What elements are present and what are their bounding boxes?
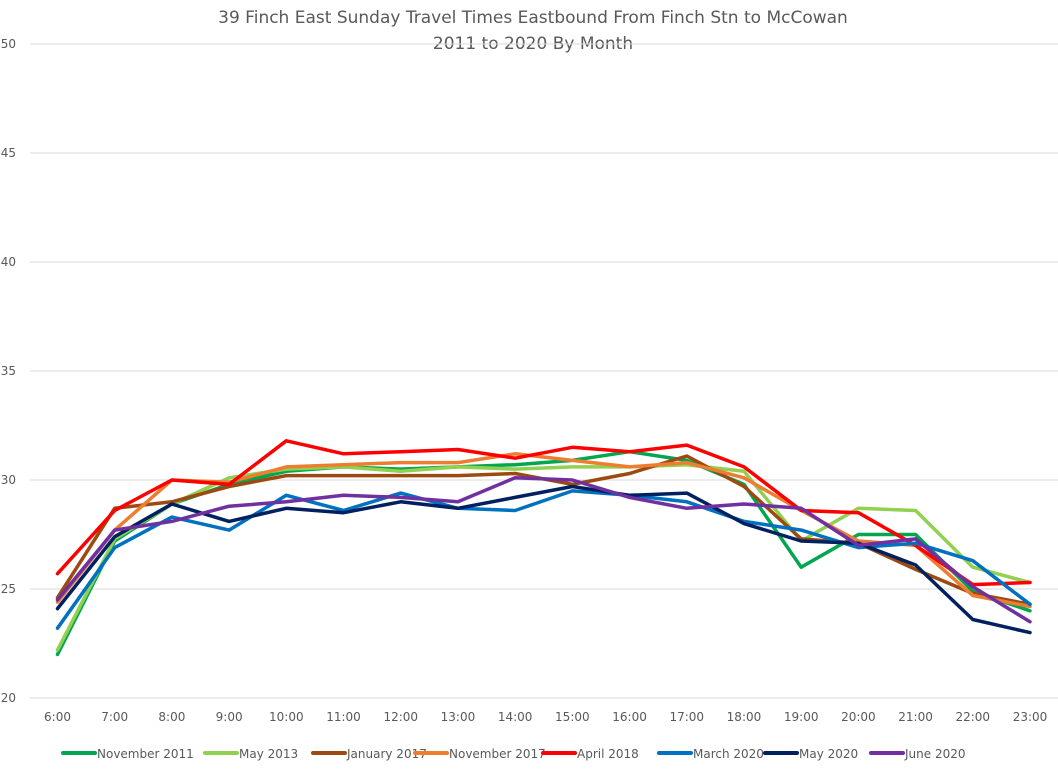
legend-label: November 2017 bbox=[449, 747, 546, 761]
legend-label: March 2020 bbox=[693, 747, 764, 761]
gridlines bbox=[30, 43, 1058, 699]
y-tick-label: 40 bbox=[1, 255, 16, 269]
series-line-june-2020 bbox=[55, 476, 1032, 624]
legend: November 2011 May 2013 January 2017 Novembe… bbox=[61, 747, 966, 761]
chart-title: 39 Finch East Sunday Travel Times Eastbo… bbox=[218, 8, 848, 28]
legend-item[interactable]: May 2020 bbox=[763, 747, 858, 761]
y-tick-label: 30 bbox=[1, 473, 16, 487]
x-tick-label: 10:00 bbox=[269, 710, 304, 724]
series-line-may-2020 bbox=[55, 484, 1032, 635]
x-tick-label: 19:00 bbox=[784, 710, 819, 724]
x-tick-label: 18:00 bbox=[727, 710, 762, 724]
x-tick-label: 16:00 bbox=[612, 710, 647, 724]
x-tick-label: 6:00 bbox=[44, 710, 71, 724]
legend-item[interactable]: April 2018 bbox=[541, 747, 639, 761]
x-tick-label: 17:00 bbox=[669, 710, 704, 724]
y-tick-label: 20 bbox=[1, 691, 16, 705]
legend-item[interactable]: January 2017 bbox=[311, 747, 427, 761]
y-tick-label: 35 bbox=[1, 364, 16, 378]
y-tick-label: 25 bbox=[1, 582, 16, 596]
legend-item[interactable]: May 2013 bbox=[203, 747, 298, 761]
y-axis-ticks: 20 25 30 35 40 45 50 bbox=[1, 37, 16, 705]
legend-label: November 2011 bbox=[97, 747, 194, 761]
legend-label: May 2020 bbox=[799, 747, 858, 761]
x-tick-label: 23:00 bbox=[1013, 710, 1048, 724]
x-tick-label: 12:00 bbox=[383, 710, 418, 724]
legend-item[interactable]: June 2020 bbox=[869, 747, 966, 761]
x-tick-label: 11:00 bbox=[326, 710, 361, 724]
legend-item[interactable]: November 2011 bbox=[61, 747, 194, 761]
legend-label: April 2018 bbox=[577, 747, 639, 761]
series-lines bbox=[55, 439, 1032, 657]
series-line-november-2017 bbox=[55, 452, 1032, 609]
legend-label: May 2013 bbox=[239, 747, 298, 761]
legend-label: June 2020 bbox=[904, 747, 966, 761]
y-tick-label: 45 bbox=[1, 146, 16, 160]
x-tick-label: 9:00 bbox=[216, 710, 243, 724]
y-tick-label: 50 bbox=[1, 37, 16, 51]
legend-item[interactable]: November 2017 bbox=[413, 747, 546, 761]
x-tick-label: 7:00 bbox=[101, 710, 128, 724]
legend-item[interactable]: March 2020 bbox=[657, 747, 764, 761]
legend-label: January 2017 bbox=[346, 747, 427, 761]
x-tick-label: 21:00 bbox=[898, 710, 933, 724]
x-tick-label: 13:00 bbox=[441, 710, 476, 724]
x-tick-label: 20:00 bbox=[841, 710, 876, 724]
x-tick-label: 22:00 bbox=[955, 710, 990, 724]
x-tick-label: 14:00 bbox=[498, 710, 533, 724]
x-tick-label: 15:00 bbox=[555, 710, 590, 724]
x-axis-ticks: 6:00 7:00 8:00 9:00 10:00 11:00 12:00 13:00 14:0… bbox=[44, 710, 1047, 724]
series-line-april-2018 bbox=[55, 439, 1032, 587]
x-tick-label: 8:00 bbox=[158, 710, 185, 724]
